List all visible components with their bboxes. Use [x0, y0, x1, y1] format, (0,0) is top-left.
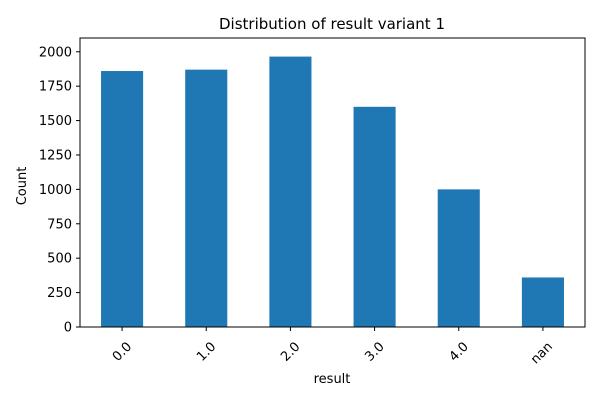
- bars-group: [101, 56, 564, 328]
- axes-frame: [79, 37, 586, 328]
- y-axis-label: Count: [15, 167, 30, 206]
- y-tick-label: 1250: [39, 148, 72, 163]
- y-axis-ticks: 0 250 500 750 1000 1250 1500 1750 2000: [39, 45, 80, 336]
- y-tick-label: 750: [47, 217, 72, 232]
- y-tick-label: 0: [64, 321, 72, 336]
- plot-frame: [79, 37, 586, 328]
- bar-nan: [521, 277, 564, 327]
- x-axis-ticks: 0.0 1.0 2.0 3.0 4.0 nan: [110, 327, 556, 367]
- x-tick-label: 3.0: [362, 339, 387, 364]
- x-axis-label: result: [314, 372, 351, 387]
- x-tick-label: 2.0: [278, 339, 303, 364]
- bar-1-0: [185, 69, 228, 328]
- x-tick-label: 1.0: [194, 339, 219, 364]
- y-tick-label: 2000: [39, 45, 72, 60]
- bar-3-0: [353, 106, 396, 327]
- y-tick-label: 1750: [39, 80, 72, 95]
- x-tick-label: nan: [528, 339, 556, 367]
- bar-0-0: [101, 71, 144, 327]
- x-tick-label: 4.0: [447, 339, 472, 364]
- bar-4-0: [437, 189, 480, 327]
- y-tick-label: 500: [47, 252, 72, 267]
- y-tick-label: 250: [47, 286, 72, 301]
- bar-2-0: [269, 56, 312, 327]
- y-tick-label: 1500: [39, 114, 72, 129]
- chart-title: Distribution of result variant 1: [219, 15, 445, 33]
- x-tick-label: 0.0: [110, 339, 135, 364]
- y-tick-label: 1000: [39, 183, 72, 198]
